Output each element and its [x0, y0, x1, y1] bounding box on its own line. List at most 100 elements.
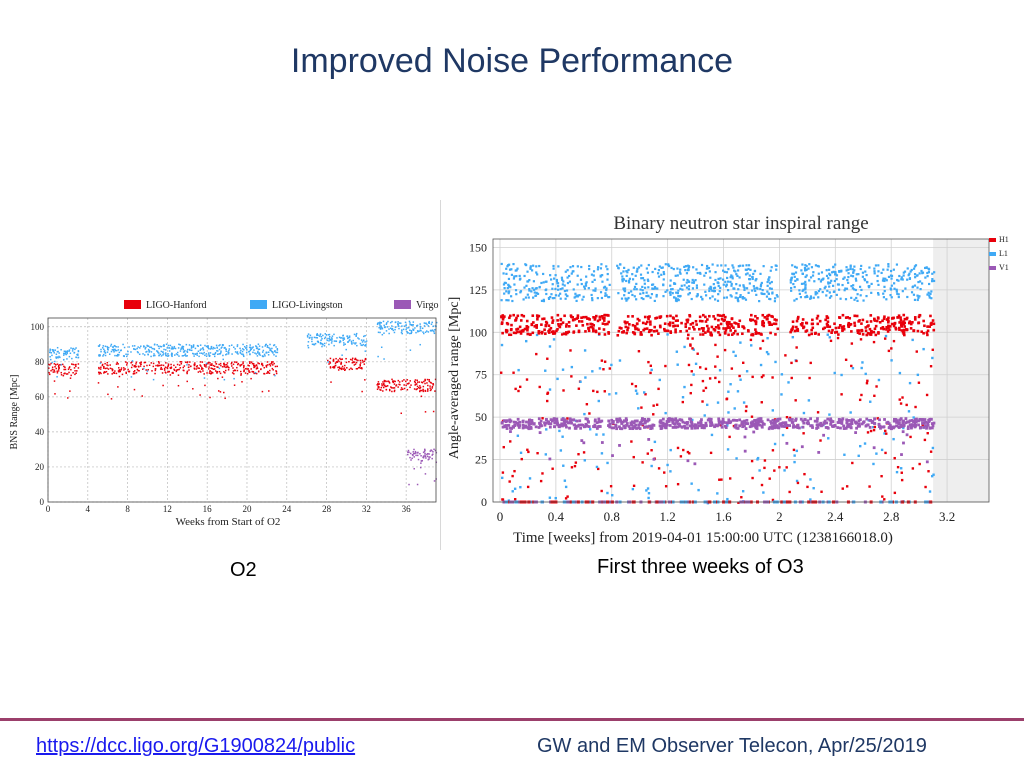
- o2-data-point: [55, 357, 58, 359]
- o3-v1-point: [905, 433, 909, 437]
- o2-data-point: [429, 329, 432, 332]
- o3-l1-point: [916, 298, 919, 302]
- o2-data-point: [377, 381, 380, 383]
- o3-l1-point: [507, 277, 511, 281]
- o3-l1-point: [890, 284, 893, 287]
- o2-data-point: [377, 322, 379, 324]
- o3-v1-point: [598, 420, 602, 424]
- o3-h1-point: [695, 323, 698, 326]
- o2-data-point: [184, 353, 187, 355]
- o3-v1-point: [618, 444, 621, 447]
- o3-h1-point: [606, 322, 609, 326]
- o3-l1-point: [622, 287, 625, 290]
- o3-v1-point: [788, 424, 792, 427]
- o2-data-point: [209, 396, 211, 399]
- o3-scatter-point: [930, 474, 934, 478]
- o3-v1-point: [678, 422, 681, 426]
- footer-link[interactable]: https://dcc.ligo.org/G1900824/public: [36, 735, 356, 757]
- o3-v1-point: [717, 423, 721, 427]
- o3-l1-point: [566, 281, 570, 285]
- o3-v1-point: [823, 419, 827, 423]
- o3-h1-point: [905, 328, 909, 331]
- o2-data-point: [350, 342, 353, 344]
- o3-h1-point: [505, 329, 509, 333]
- o2-data-point: [261, 351, 264, 353]
- o2-data-point: [199, 344, 202, 346]
- o3-l1-point: [850, 296, 853, 299]
- o3-l1-point: [831, 284, 835, 287]
- o2-data-point: [379, 328, 382, 330]
- o3-scatter-point: [851, 461, 854, 465]
- o2-data-point: [424, 452, 426, 455]
- o3-v1-point: [527, 423, 531, 427]
- o2-data-point: [420, 462, 422, 464]
- o2-data-point: [427, 452, 429, 455]
- o3-v1-point: [845, 420, 849, 424]
- o3-scatter-point: [905, 403, 908, 407]
- o3-h1-point: [636, 317, 640, 321]
- o3-v1-point: [555, 420, 559, 424]
- o3-l1-point: [736, 297, 740, 300]
- o3-l1-point: [557, 265, 560, 268]
- o3-h1-point: [709, 333, 712, 336]
- o3-l1-point: [736, 274, 739, 277]
- o3-l1-point: [746, 272, 749, 275]
- o3-l1-point: [804, 283, 807, 286]
- o2-data-point: [199, 394, 201, 396]
- o3-scatter-point: [635, 392, 639, 395]
- o2-data-point: [240, 363, 243, 366]
- o3-h1-point: [509, 314, 512, 318]
- o2-data-point: [426, 382, 428, 384]
- o3-h1-point: [729, 329, 732, 332]
- o2-data-point: [158, 347, 160, 350]
- o2-data-point: [207, 361, 210, 364]
- o2-data-point: [344, 368, 346, 371]
- o3-l1-point: [828, 285, 831, 288]
- o3-h1-point: [864, 329, 868, 333]
- o3-scatter-point: [875, 452, 878, 455]
- o2-data-point: [405, 380, 407, 383]
- o3-scatter-point: [843, 453, 846, 456]
- o2-data-point: [273, 362, 275, 365]
- o2-data-point: [64, 352, 67, 355]
- o2-data-point: [122, 343, 124, 346]
- o3-h1-point: [512, 313, 515, 317]
- o3-v1-point: [512, 425, 515, 429]
- o2-data-point: [165, 349, 167, 351]
- o3-l1-point: [754, 279, 757, 282]
- o2-data-point: [221, 366, 224, 368]
- o3-l1-point: [723, 296, 726, 299]
- o2-data-point: [219, 372, 222, 375]
- o2-data-point: [245, 345, 248, 347]
- o3-l1-point: [731, 275, 734, 278]
- o3-l1-point: [698, 271, 702, 275]
- o2-data-point: [377, 355, 379, 358]
- o2-data-point: [358, 366, 361, 369]
- o3-l1-point: [895, 288, 898, 291]
- o3-h1-point: [646, 315, 650, 319]
- o3-l1-point: [817, 296, 820, 299]
- o3-h1-point: [908, 320, 912, 323]
- o2-data-point: [419, 325, 422, 328]
- o2-data-point: [409, 349, 412, 351]
- o2-data-point: [223, 365, 226, 368]
- o3-l1-point: [744, 298, 748, 301]
- o2-data-point: [107, 346, 110, 349]
- o2-data-point: [180, 361, 182, 363]
- o2-data-point: [208, 366, 210, 368]
- o2-legend-label: LIGO-Hanford: [146, 300, 207, 311]
- o3-l1-point: [530, 290, 533, 293]
- o3-l1-point: [927, 291, 930, 294]
- o2-data-point: [212, 353, 214, 356]
- o2-data-point: [416, 379, 418, 382]
- o3-scatter-point: [931, 356, 934, 360]
- o3-scatter-point: [745, 405, 748, 408]
- o3-scatter-point: [562, 464, 565, 467]
- o2-data-point: [332, 358, 335, 361]
- o2-data-point: [387, 380, 390, 382]
- o2-data-point: [153, 353, 155, 355]
- o3-l1-point: [568, 280, 572, 283]
- o3-scatter-point: [771, 449, 775, 452]
- o2-data-point: [135, 361, 138, 363]
- o3-l1-point: [526, 293, 529, 296]
